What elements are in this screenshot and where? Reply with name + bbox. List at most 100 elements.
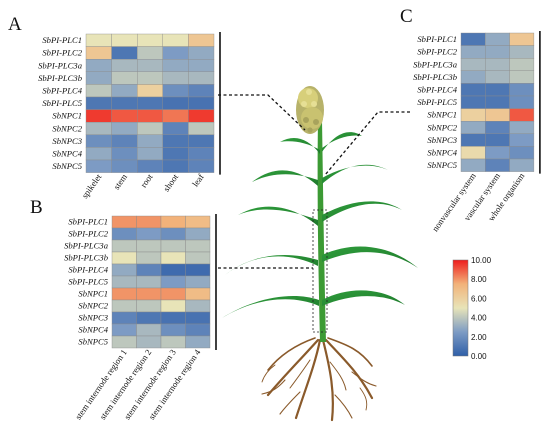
heatmap-cell [188,84,215,98]
colorbar-scale [452,259,469,357]
heatmap-cell [136,287,162,301]
heatmap-cell [185,287,211,301]
heatmap-cell [509,95,535,109]
heatmap-cell [509,58,535,72]
colorbar-tick-label: 8.00 [471,275,487,284]
heatmap-cell [509,70,535,84]
colorbar-tick-label: 10.00 [471,256,492,265]
panel-label-B: B [30,197,43,218]
row-label: SbNPC2 [78,301,108,311]
row-label: SbNPC5 [78,337,108,347]
plant-leaves [222,132,418,318]
heatmap-cell [160,239,186,253]
colorbar-tick-label: 4.00 [471,314,487,323]
heatmap-cell [136,227,162,241]
sorghum-plant-illustration [222,86,418,422]
heatmap-cell [136,33,163,47]
heatmap-cell [485,58,510,72]
heatmap-cell [185,227,211,241]
heatmap-cell [460,45,486,59]
heatmap-cell [460,95,486,109]
row-label: SbPI-PLC1 [42,35,82,45]
heatmap-cell [111,263,137,277]
row-label: SbPI-PLC2 [417,47,457,57]
heatmap-cell [460,120,486,134]
colorbar-tick-label: 2.00 [471,333,487,342]
row-label: SbNPC5 [427,160,457,170]
heatmap-cell [111,335,137,349]
heatmap-cell [136,215,162,229]
heatmap-cell [160,251,186,265]
heatmap-cell [188,147,215,161]
heatmap-cell [460,32,486,46]
heatmap-cell [111,121,138,135]
heatmap-cell [111,33,138,47]
heatmap-cell [111,134,138,148]
heatmap-cell [162,121,189,135]
heatmap-cell [162,159,189,173]
heatmap-cell [162,134,189,148]
heatmap-cell [136,59,163,73]
connector-lines [218,94,410,269]
row-label: SbNPC3 [78,313,108,323]
heatmap-cell [188,134,215,148]
row-label: SbNPC4 [427,147,457,157]
heatmap-cell [111,147,138,161]
heatmap-cell [85,33,112,47]
heatmap-cell [111,215,137,229]
heatmap-cell [185,323,211,337]
colorbar-tick-label: 6.00 [471,294,487,303]
row-label: SbNPC4 [52,148,82,158]
row-label: SbPI-PLC3a [413,59,457,69]
row-label: SbPI-PLC3b [38,73,83,83]
heatmap-cell [162,109,189,123]
heatmap-cell [188,121,215,135]
row-label: SbNPC2 [52,123,82,133]
row-label: SbNPC1 [78,289,108,299]
row-label: SbNPC5 [52,161,82,171]
heatmap-cell [485,83,510,97]
column-label: root [138,172,155,190]
row-label: SbPI-PLC5 [417,97,457,107]
row-label: SbPI-PLC4 [42,85,82,95]
panel-label-C: C [400,6,413,27]
heatmap-cell [185,251,211,265]
heatmap-cell [136,147,163,161]
heatmap-cell [111,227,137,241]
heatmap-cell [162,96,189,110]
heatmap-cell [485,120,510,134]
heatmap-panel-B: SbPI-PLC1 SbPI-PLC2 SbPI-PLC3a SbPI-PLC3b Sb… [64,214,217,421]
heatmap-cell [136,159,163,173]
heatmap-cell [162,33,189,47]
heatmap-cell [162,147,189,161]
heatmap-cell [85,96,112,110]
heatmap-cell [111,109,138,123]
heatmap-panel-A: SbPI-PLC1 SbPI-PLC2 SbPI-PLC3a SbPI-PLC3b Sb… [38,32,221,200]
heatmap-cell [85,134,112,148]
heatmap-cell [185,239,211,253]
heatmap-cell [85,59,112,73]
heatmap-cell [460,70,486,84]
row-label: SbPI-PLC3a [38,60,82,70]
row-label: SbPI-PLC4 [68,265,108,275]
row-label: SbPI-PLC5 [68,277,108,287]
row-label: SbPI-PLC1 [417,34,457,44]
heatmap-cell [485,45,510,59]
row-label: SbPI-PLC4 [417,84,457,94]
heatmap-cell [111,311,137,325]
heatmap-cell [160,227,186,241]
colorbar-ticks: 10.00 8.00 6.00 4.00 2.00 0.00 [471,256,492,361]
row-label: SbNPC3 [52,136,82,146]
heatmap-cell [136,46,163,60]
heatmap-cell [485,95,510,109]
heatmap-cell [111,71,138,85]
heatmap-cell [136,84,163,98]
heatmap-cell [111,59,138,73]
column-label: shoot [161,172,180,194]
heatmap-cell [188,96,215,110]
column-label: stem [111,172,129,191]
heatmap-cell [185,263,211,277]
heatmap-cell [136,121,163,135]
heatmap-cell [136,335,162,349]
row-label: SbPI-PLC1 [68,217,108,227]
